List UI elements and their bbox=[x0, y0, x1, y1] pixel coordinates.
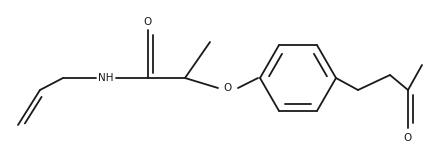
Text: O: O bbox=[404, 133, 412, 143]
Text: O: O bbox=[224, 83, 232, 93]
Text: O: O bbox=[144, 17, 152, 27]
Text: NH: NH bbox=[98, 73, 114, 83]
